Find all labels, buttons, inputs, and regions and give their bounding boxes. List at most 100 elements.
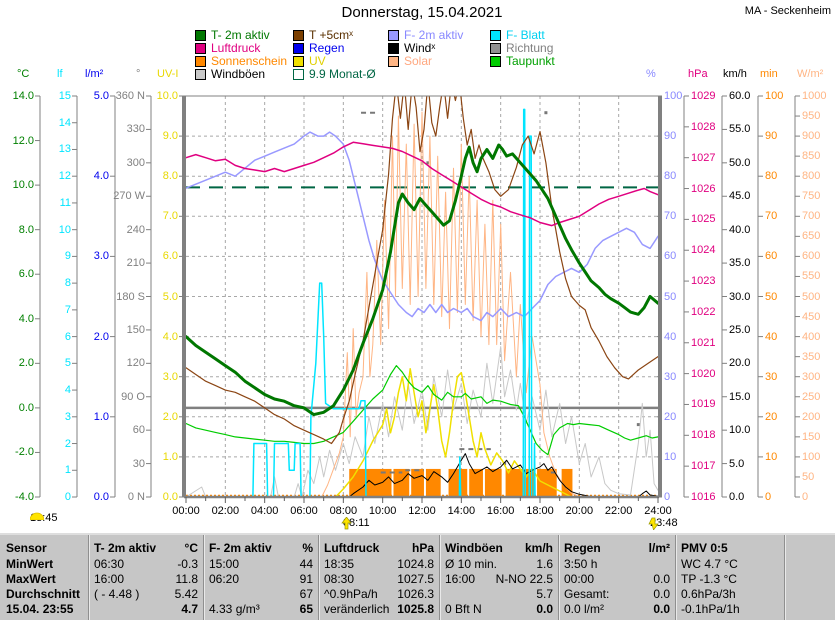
axis-tick-label: 35.0 [729,257,751,270]
legend-item: Luftdruck [195,41,260,55]
table-cell-label: 3:50 h [564,556,598,571]
table-cell-value: 0.0 [653,571,670,586]
table-separator [558,535,560,620]
axis-tick-label: 8 [64,277,71,290]
axis-tick-label: 9.0 [162,130,178,143]
table-col-header: Regen [564,540,601,555]
axis-tick-label: 100 [802,450,821,463]
table-cell-label: 0.6hPa/3h [681,586,736,601]
legend-label: Sonnenschein [211,54,288,68]
legend-item: 9.9 Monat-Ø [293,67,376,81]
legend-item: T- 2m aktiv [195,28,270,42]
legend-label: 9.9 Monat-Ø [309,67,376,81]
table-cell: ( - 4.48 ) 5.42 [94,586,198,601]
table-cell: 06:20 91 [209,571,313,586]
table-header-cell: Sensor [6,540,47,555]
axis-tick-label: 100 [765,90,784,102]
table-col-unit: °C [184,540,198,555]
table-col-header: Luftdruck [324,540,380,555]
axis-tick-label: 3.0 [162,370,178,383]
table-separator [88,535,90,620]
table-cell-label: 15:00 [209,556,240,571]
axis-tick-label: 15 [58,90,71,102]
time-axis-label: 22:00 [604,505,633,517]
time-axis-label: 20:00 [565,505,594,517]
axis-tick-label: 90 [765,130,778,143]
table-cell-label: 18:35 [324,556,355,571]
table-cell-value: 5.7 [536,586,553,601]
table-cell: 18:35 1024.8 [324,556,434,571]
table-cell: 06:30 -0.3 [94,556,198,571]
axis-tick-label: 250 [802,390,821,403]
axis-tick-label: 1019 [691,398,716,411]
axis-tick-label: 60 [132,424,145,437]
legend-swatch-icon [388,29,399,41]
axis-tick-label: 80 [765,170,778,183]
table-col-windb-en: Windböen km/h Ø 10 min. 1.6 16:00 N-NO 22.5 5.… [439,535,558,620]
legend-item: F- Blatt [490,28,545,42]
axis-tick-label: 120 [126,357,145,370]
axis-tick-label: 450 [802,310,821,323]
table-col-f-2m-aktiv: F- 2m aktiv% 15:00 44 06:20 91 67 4.33 g/m³ 65 [203,535,318,620]
table-col-unit: % [302,540,313,555]
axis-tick-label: 500 [802,290,821,303]
axis-tick-label: 50.0 [729,156,751,169]
axis-tick-label: 1023 [691,275,716,288]
axis-tick-label: 45.0 [729,190,751,203]
axis-tick-label: 1000 [802,90,827,102]
axis-tick-label: 8.0 [162,170,178,183]
astro-time: 08:11 [342,517,370,529]
legend-swatch-icon [195,68,206,80]
legend-swatch-icon [293,55,304,67]
legend-label: Windˣ [404,41,436,55]
axis-tick-label: 30 [132,457,145,470]
table-cell-label: WC 4.7 °C [681,556,738,571]
axis-tick-label: 4.0 [162,330,178,343]
axis-tick-label: 15.0 [729,390,751,403]
axis-tick-label: 2.0 [18,357,34,370]
table-col-luftdruck: Luftdruck hPa 18:35 1024.8 08:30 1027.5 ^0.9hP… [318,535,439,620]
axis-tick-label: 700 [802,210,821,223]
table-cell-label: 0.0 l/m² [564,601,605,616]
table-separator [675,535,677,620]
table-cell-label: TP -1.3 °C [681,571,737,586]
legend-label: Regen [309,41,345,55]
axis-tick-label: 0.0 [729,491,745,503]
axis-tick-label: 10.0 [156,90,178,102]
table-col-header: T- 2m aktiv [94,540,157,555]
axis-tick-label: 650 [802,230,821,243]
axis-tick-label: 2.0 [162,410,178,423]
axis-unit-min: min [760,68,778,80]
legend-swatch-icon [293,68,304,80]
legend-label: F- 2m aktiv [404,28,464,42]
stats-table: Sensor MinWert MaxWert Durchschnitt 15.04. 2… [0,533,835,620]
axis-tick-label: 1021 [691,336,716,349]
table-cell-label: ^0.9hPa/h [324,586,378,601]
axis-tick-label: 1028 [691,120,716,133]
table-cell-value: 1026.3 [397,586,434,601]
table-cell-value: N-NO 22.5 [495,571,553,586]
axis-tick-label: 70 [765,210,778,223]
legend-swatch-icon [490,55,501,67]
axis-tick-label: 0.0 [162,491,178,503]
axis-tick-label: 70 [664,210,677,223]
astro-marker-moon-down: 23:48 [648,517,678,530]
axis-tick-label: 900 [802,130,821,143]
table-cell: 3:50 h [564,556,670,571]
axis-tick-label: 30.0 [729,290,751,303]
table-cell-value: 1025.8 [397,601,434,616]
table-cell-value: 1.6 [536,556,553,571]
axis-tick-label: -4.0 [15,491,34,503]
table-cell: 0 Bft N 0.0 [445,601,553,616]
time-axis-label: 16:00 [486,505,515,517]
axis-tick-label: 300 [802,370,821,383]
axis-tick-label: 240 [126,223,145,236]
axis-tick-label: 12.0 [12,134,34,147]
axis-tick-label: 8.0 [18,223,34,236]
table-col-regen: Regen l/m² 3:50 h 00:00 0.0 Gesamt: 0.0 0.0 l/m… [558,535,675,620]
axis-tick-label: 2.0 [93,330,109,343]
axis-tick-label: 800 [802,170,821,183]
axis-tick-label: 30 [664,370,677,383]
axis-tick-label: 14 [58,116,71,129]
axis-tick-label: 60 [664,250,677,263]
